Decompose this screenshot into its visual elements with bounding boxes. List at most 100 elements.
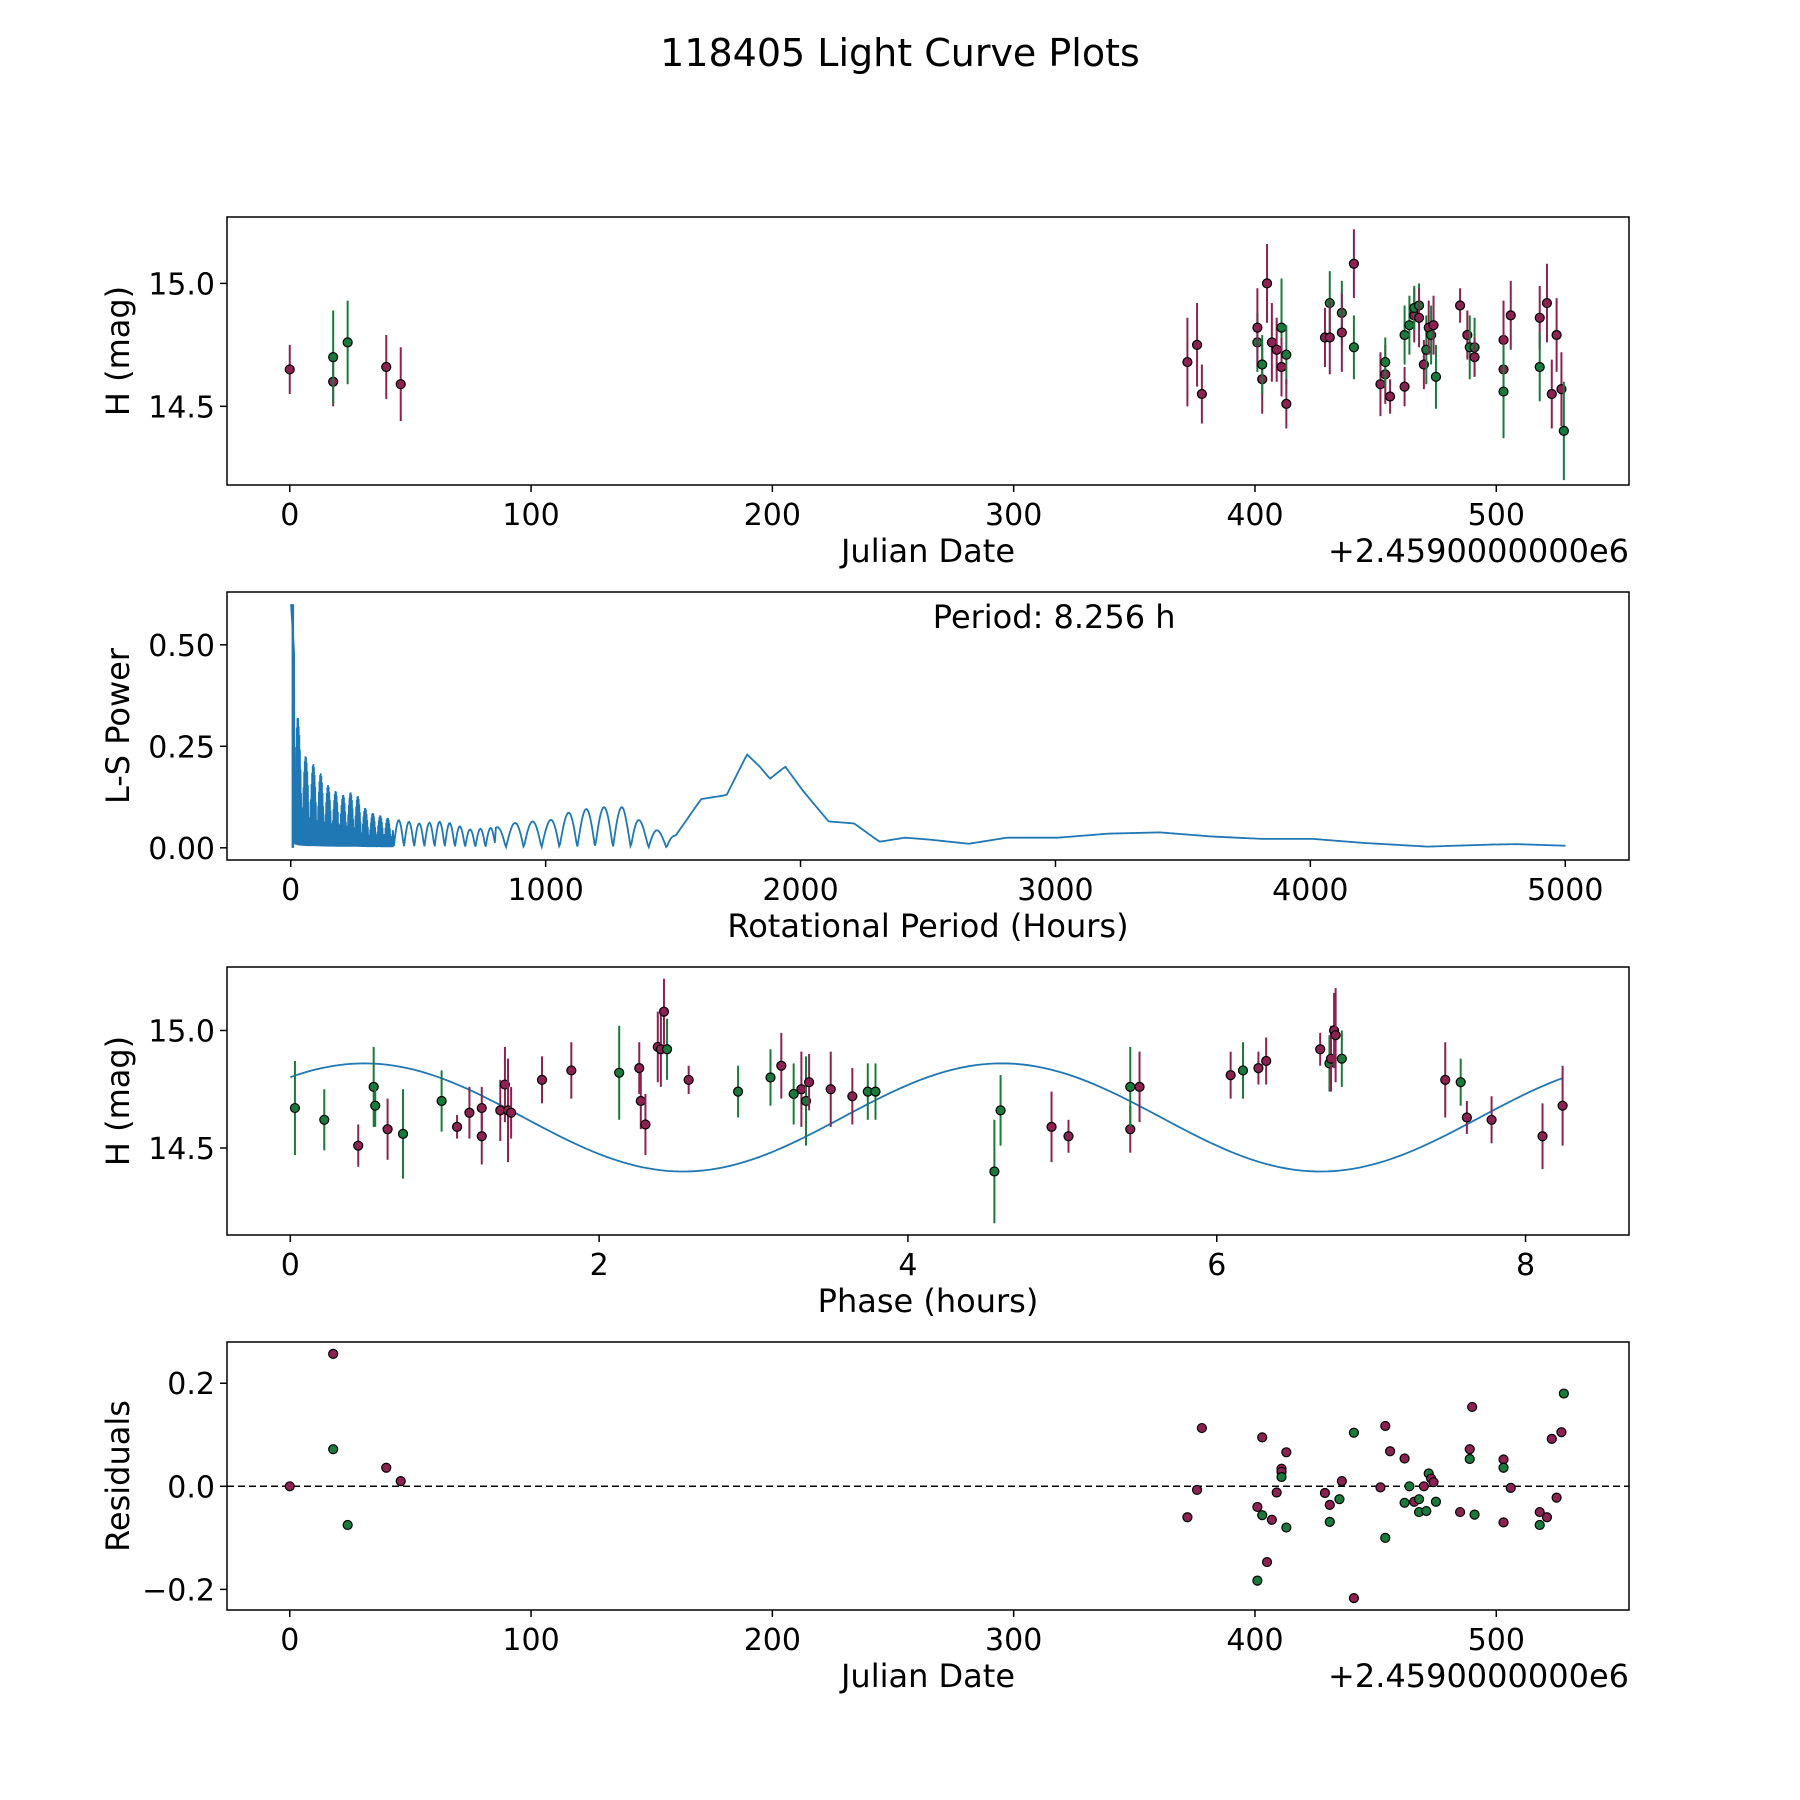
residuals-data-point [1375,1482,1386,1493]
lightcurve-data-point [1534,361,1545,373]
phase-x-tick-label: 4 [898,1248,917,1283]
residuals-data-point [1281,1447,1292,1458]
phase-data-point [1046,1121,1057,1132]
phase-data-point [661,1044,673,1055]
phase-data-point [1330,1030,1341,1041]
phase-data-point [989,1166,1000,1177]
phase-data-point [536,1074,548,1085]
phase-data-point [1225,1070,1236,1081]
lightcurve-data-point [1348,342,1360,353]
lightcurve-data-point [1498,386,1509,397]
residuals-data-point [1319,1487,1331,1499]
phase-data-point [640,1119,651,1130]
phase-data-point [634,1062,645,1074]
phase-x-tick-label: 6 [1207,1248,1226,1283]
residuals-plot-area [227,1348,1629,1604]
lightcurve-y-tick-label: 14.5 [148,390,215,425]
periodogram-x-tick-label: 3000 [1017,873,1093,908]
periodogram-axes-frame [226,591,1630,861]
residuals-data-point [1454,1506,1466,1518]
residuals-data-point [1534,1519,1545,1531]
phase-data-point [1134,1081,1145,1092]
lightcurve-data-point [1261,278,1273,289]
residuals-x-tick-label: 300 [985,1623,1042,1658]
phase-data-point [1461,1112,1472,1123]
lightcurve-data-point [328,352,339,363]
residuals-panel: 0 100 200 300 400 500 −0.2 0.0 0.2 Julian Date Res… [99,1341,1630,1695]
residuals-x-axis-label: Julian Date [839,1657,1015,1695]
lightcurve-data-point [1348,258,1360,269]
residuals-data-point [1464,1444,1475,1455]
periodogram-plot-area [290,604,1566,851]
residuals-data-point [1546,1433,1557,1444]
phase-data-point [1253,1062,1264,1074]
phase-data-point [566,1065,577,1076]
residuals-data-point [1252,1501,1263,1513]
period-annotation: Period: 8.256 h [933,598,1176,636]
phase-x-axis-label: Phase (hours) [818,1282,1039,1320]
residuals-data-point [1558,1388,1569,1399]
residuals-data-point [1336,1476,1347,1487]
phase-data-point [464,1107,475,1118]
phase-data-point [451,1121,463,1132]
residuals-data-point [1399,1453,1410,1464]
residuals-data-point [1271,1487,1282,1498]
residuals-data-point [1498,1462,1509,1473]
lightcurve-data-point [1413,312,1425,323]
lightcurve-x-tick-label: 100 [502,498,559,533]
lightcurve-panel: 0 100 200 300 400 500 14.5 15.0 Julian Date H (ma… [99,216,1630,570]
lightcurve-data-point [1534,312,1545,323]
residuals-data-point [1266,1514,1277,1525]
lightcurve-axes-frame [226,216,1630,486]
residuals-data-point [1276,1471,1287,1483]
residuals-y-axis-label: Residuals [99,1400,137,1552]
phase-data-point [788,1088,799,1100]
residuals-data-point [1380,1420,1391,1432]
phase-data-point [1440,1074,1451,1085]
phase-data-point [1455,1077,1466,1088]
periodogram-y-tick-label: 0.00 [148,832,215,867]
residuals-x-tick-label: 200 [744,1623,801,1658]
phase-data-point [382,1124,393,1135]
periodogram-x-tick-label: 2000 [762,873,838,908]
residuals-data-point [1380,1532,1391,1543]
residuals-data-point [328,1348,339,1359]
phase-data-point [368,1081,379,1092]
lightcurve-x-tick-label: 0 [280,498,299,533]
residuals-data-point [1556,1427,1567,1438]
periodogram-y-tick-label: 0.25 [148,730,215,765]
phase-data-point [804,1077,815,1088]
lightcurve-data-point [1399,381,1410,392]
residuals-data-point [1191,1484,1203,1496]
lightcurve-data-point [1375,379,1386,390]
residuals-data-point [381,1462,392,1473]
residuals-data-point [1551,1492,1562,1503]
lightcurve-data-point [1281,398,1292,409]
lightcurve-data-point [1430,371,1442,382]
lightcurve-x-tick-label: 200 [744,498,801,533]
phase-data-point [1261,1055,1272,1067]
residuals-data-point [1505,1482,1516,1493]
residuals-data-point [1334,1494,1345,1505]
phase-data-point [1125,1081,1136,1092]
residuals-data-point [1348,1427,1360,1438]
lightcurve-data-point [1546,388,1557,400]
phase-panel: 0 2 4 6 8 14.5 15.0 Phase (hours) H (mag) [99,966,1630,1320]
residuals-data-point [342,1519,353,1531]
phase-data-point [506,1107,517,1118]
residuals-data-point [328,1444,339,1455]
lightcurve-data-point [381,361,392,373]
residuals-data-point [1324,1516,1335,1527]
phase-y-tick-label: 15.0 [148,1014,215,1049]
phase-data-point [614,1067,625,1078]
phase-plot-area [289,978,1568,1224]
residuals-data-point [1385,1446,1396,1457]
residuals-data-point [1257,1510,1268,1521]
phase-data-point [1537,1131,1548,1142]
lightcurve-y-tick-label: 15.0 [148,267,215,302]
phase-data-point [776,1060,787,1071]
lightcurve-data-point [395,379,406,390]
residuals-data-point [1430,1496,1442,1507]
periodogram-x-tick-label: 1000 [507,873,583,908]
